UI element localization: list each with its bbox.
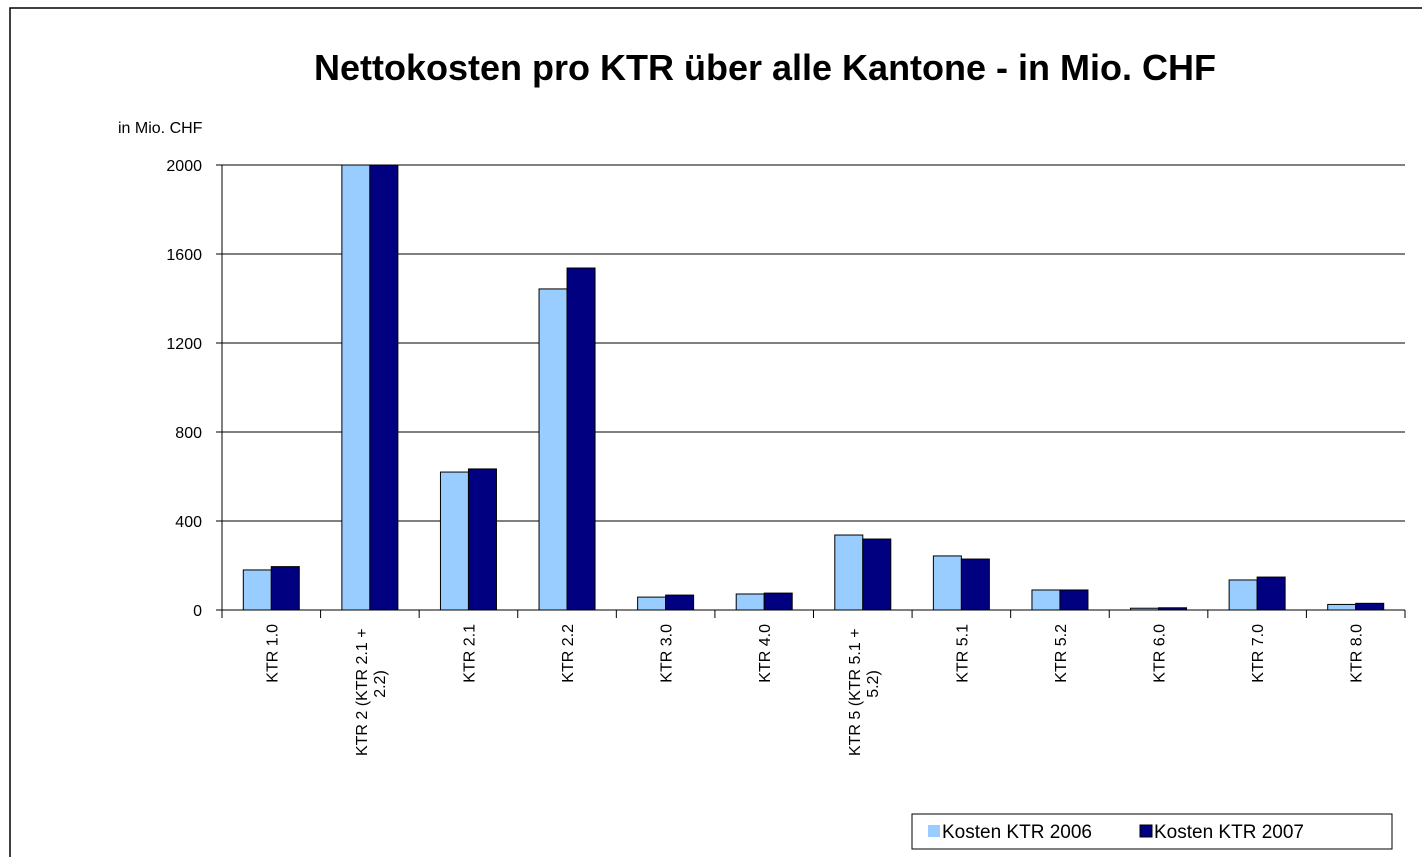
bar	[1031, 589, 1061, 611]
bar	[1256, 576, 1286, 611]
y-tick-label: 400	[175, 514, 202, 531]
bar	[270, 566, 300, 611]
legend-swatch	[928, 825, 940, 837]
x-tick-label: KTR 5.2	[1053, 624, 1070, 683]
x-tick-label: KTR 8.0	[1349, 624, 1366, 683]
bar	[566, 267, 596, 611]
bar	[1327, 603, 1357, 611]
bar	[735, 593, 765, 611]
bar	[538, 288, 568, 611]
bar	[763, 592, 793, 611]
x-tick-label: KTR 2.1	[461, 624, 478, 683]
x-tick-label: KTR 7.0	[1250, 624, 1267, 683]
bar	[1228, 579, 1258, 611]
x-tick-label: KTR 4.0	[757, 624, 774, 683]
x-tick-label: KTR 1.0	[264, 624, 281, 683]
x-tick-label: KTR 5 (KTR 5.1 + 5.2)	[847, 624, 882, 756]
x-tick-label: KTR 6.0	[1152, 624, 1169, 683]
legend-swatch	[1139, 824, 1153, 838]
bar	[439, 471, 469, 611]
bar	[242, 569, 272, 611]
legend-label: Kosten KTR 2007	[1154, 822, 1304, 843]
bar	[665, 594, 695, 611]
y-tick-label: 1600	[166, 247, 202, 264]
bar	[932, 555, 962, 611]
bar	[369, 164, 399, 611]
x-tick-label: KTR 2 (KTR 2.1 + 2.2)	[354, 624, 389, 756]
chart-title: Nettokosten pro KTR über alle Kantone - …	[314, 47, 1216, 88]
x-tick-label: KTR 3.0	[659, 624, 676, 683]
y-tick-label: 1200	[166, 336, 202, 353]
x-tick-label: KTR 5.1	[954, 624, 971, 683]
bar	[341, 164, 371, 611]
bar	[1059, 589, 1089, 611]
bar	[834, 534, 864, 611]
y-tick-label: 2000	[166, 158, 202, 175]
bar	[1355, 602, 1385, 611]
y-tick-label: 0	[193, 603, 202, 620]
bar	[862, 538, 892, 611]
y-tick-label: 800	[175, 425, 202, 442]
bar	[637, 596, 667, 611]
x-tick-label: KTR 2.2	[560, 624, 577, 683]
legend-label: Kosten KTR 2006	[942, 822, 1092, 843]
y-axis-label: in Mio. CHF	[118, 120, 203, 137]
bar	[960, 558, 990, 611]
bar	[467, 468, 497, 611]
